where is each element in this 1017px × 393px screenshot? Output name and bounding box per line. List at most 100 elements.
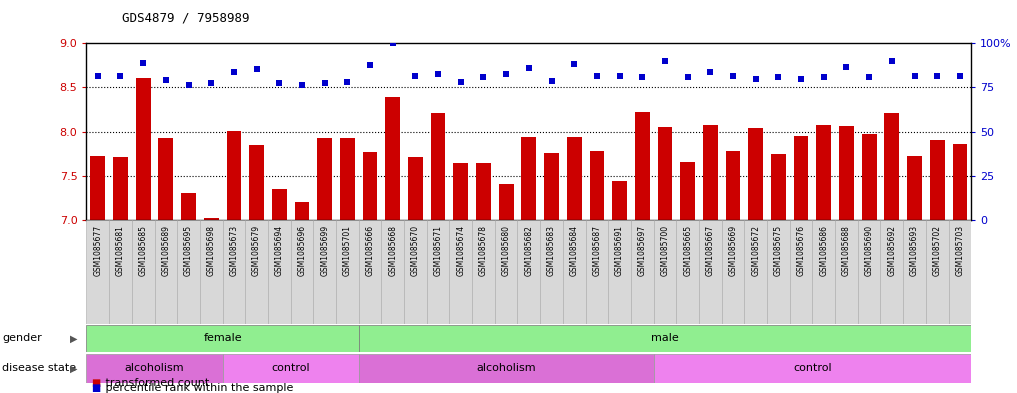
Bar (839, 127, 854, 220)
Point (816, 74, 832, 80)
Bar (404, 220, 427, 324)
Bar (136, 78, 151, 220)
Point (861, 74, 878, 80)
Bar (86, 325, 359, 352)
Bar (590, 151, 604, 220)
Bar (790, 220, 813, 324)
Bar (223, 220, 245, 324)
Text: alcoholism: alcoholism (125, 364, 184, 373)
Point (362, 62, 378, 68)
Point (657, 58, 673, 64)
Bar (86, 354, 223, 383)
Bar (427, 220, 450, 324)
Text: GSM1085681: GSM1085681 (116, 225, 125, 276)
Bar (86, 220, 109, 324)
Point (952, 73, 968, 79)
Point (611, 73, 627, 79)
Bar (949, 220, 971, 324)
Bar (930, 140, 945, 220)
Bar (340, 138, 355, 220)
Bar (881, 220, 903, 324)
Point (180, 82, 196, 88)
Text: GSM1085703: GSM1085703 (955, 225, 964, 276)
Bar (861, 134, 877, 220)
Bar (749, 128, 763, 220)
Text: GSM1085673: GSM1085673 (230, 225, 238, 276)
Text: control: control (272, 364, 310, 373)
Bar (793, 136, 809, 220)
Text: GSM1085668: GSM1085668 (388, 225, 398, 276)
Text: control: control (793, 364, 832, 373)
Point (203, 80, 220, 86)
Bar (953, 144, 967, 220)
Bar (562, 220, 586, 324)
Text: GSM1085689: GSM1085689 (162, 225, 171, 276)
Bar (450, 220, 472, 324)
Text: alcoholism: alcoholism (476, 364, 536, 373)
Bar (813, 220, 835, 324)
Text: GSM1085701: GSM1085701 (343, 225, 352, 276)
Text: GSM1085680: GSM1085680 (501, 225, 511, 276)
Bar (267, 220, 291, 324)
Bar (227, 131, 241, 220)
Bar (476, 163, 491, 220)
Bar (272, 189, 287, 220)
Bar (223, 354, 359, 383)
Bar (771, 154, 786, 220)
Text: GSM1085674: GSM1085674 (457, 225, 466, 276)
Bar (359, 220, 381, 324)
Bar (658, 127, 672, 220)
Bar (857, 220, 881, 324)
Bar (295, 202, 309, 220)
Bar (495, 220, 518, 324)
Text: GSM1085665: GSM1085665 (683, 225, 693, 276)
Point (838, 64, 854, 70)
Point (906, 73, 922, 79)
Text: ▶: ▶ (69, 364, 77, 373)
Point (930, 73, 946, 79)
Bar (518, 220, 540, 324)
Point (316, 80, 333, 86)
Text: GSM1085694: GSM1085694 (275, 225, 284, 276)
Bar (680, 162, 695, 220)
Bar (408, 157, 423, 220)
Text: transformed count: transformed count (102, 378, 208, 388)
Bar (313, 220, 336, 324)
Point (226, 68, 242, 75)
Bar (249, 145, 264, 220)
Bar (522, 137, 536, 220)
Bar (181, 193, 196, 220)
Bar (885, 113, 899, 220)
Text: GSM1085683: GSM1085683 (547, 225, 556, 276)
Text: GSM1085688: GSM1085688 (842, 225, 851, 276)
Bar (498, 184, 514, 220)
Text: GDS4879 / 7958989: GDS4879 / 7958989 (122, 12, 249, 25)
Point (770, 74, 786, 80)
Bar (726, 151, 740, 220)
Point (248, 66, 264, 72)
Bar (109, 220, 132, 324)
Text: GSM1085685: GSM1085685 (138, 225, 147, 276)
Text: GSM1085692: GSM1085692 (887, 225, 896, 276)
Point (589, 73, 605, 79)
Text: gender: gender (2, 333, 42, 343)
Text: GSM1085687: GSM1085687 (592, 225, 601, 276)
Text: GSM1085678: GSM1085678 (479, 225, 488, 276)
Text: GSM1085696: GSM1085696 (297, 225, 306, 276)
Bar (159, 138, 173, 220)
Point (407, 73, 423, 79)
Text: GSM1085686: GSM1085686 (820, 225, 828, 276)
Bar (381, 220, 404, 324)
Bar (385, 97, 400, 220)
Bar (113, 157, 128, 220)
Bar (654, 354, 971, 383)
Point (747, 75, 764, 82)
Point (475, 74, 491, 80)
Bar (699, 220, 722, 324)
Bar (586, 220, 608, 324)
Point (498, 71, 515, 77)
Text: GSM1085695: GSM1085695 (184, 225, 193, 276)
Text: GSM1085677: GSM1085677 (94, 225, 103, 276)
Point (340, 79, 356, 85)
Text: GSM1085679: GSM1085679 (252, 225, 261, 276)
